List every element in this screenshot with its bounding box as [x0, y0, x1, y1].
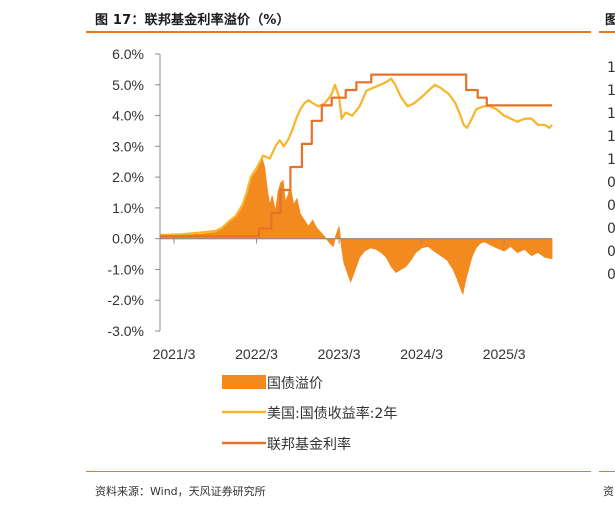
- next-tick: 1: [607, 60, 615, 76]
- legend-label: 美国:国债收益率:2年: [267, 405, 397, 422]
- next-title-rule: [599, 31, 615, 33]
- series-line-us-2y-yield: [159, 77, 553, 237]
- y-tick-label: -2.0%: [107, 292, 144, 308]
- y-tick-label: -1.0%: [107, 261, 144, 277]
- y-tick-label: -3.0%: [107, 323, 144, 339]
- next-tick: 1: [607, 106, 615, 122]
- figure-title: 图 17：联邦基金利率溢价（%）: [95, 13, 290, 28]
- axes: [159, 54, 552, 331]
- next-source-rule: [599, 471, 615, 472]
- next-tick: 1: [607, 83, 615, 99]
- source-rule: [86, 471, 591, 472]
- series-line-fed-funds-rate: [160, 73, 552, 238]
- next-tick: 1: [607, 152, 615, 168]
- x-tick-label: 2022/3: [235, 346, 278, 362]
- next-figure-title-fragment: 图: [605, 13, 615, 28]
- next-panel-ticks: 1 1 1 1 1 0 0 0 0 0: [607, 57, 615, 287]
- next-tick: 0: [607, 221, 615, 237]
- y-tick-label: 4.0%: [112, 108, 144, 124]
- x-tick-label: 2023/3: [318, 346, 361, 362]
- series-area-treasury-premium: [159, 157, 553, 296]
- y-tick-label: 2.0%: [112, 169, 144, 185]
- y-axis-ticks: 6.0% 5.0% 4.0% 3.0% 2.0% 1.0% 0.0% -1.0% -2.0% -3…: [107, 46, 160, 339]
- next-tick: 0: [607, 198, 615, 214]
- x-tick-label: 2025/3: [483, 346, 526, 362]
- next-tick: 0: [607, 175, 615, 191]
- y-tick-label: 6.0%: [112, 46, 144, 62]
- legend-label: 国债溢价: [267, 376, 323, 392]
- next-source-fragment: 资: [603, 485, 614, 498]
- legend-label: 联邦基金利率: [267, 436, 351, 453]
- x-axis-ticks: 2021/3 2022/3 2023/3 2024/3 2025/3: [153, 238, 526, 362]
- y-tick-label: 1.0%: [112, 200, 144, 216]
- next-tick: 0: [607, 244, 615, 260]
- next-tick: 1: [607, 129, 615, 145]
- x-tick-label: 2021/3: [153, 346, 196, 362]
- series-layer: [159, 73, 553, 296]
- y-tick-label: 0.0%: [112, 231, 144, 247]
- legend-swatch-area: [222, 375, 266, 389]
- y-tick-label: 5.0%: [112, 77, 144, 93]
- source-note: 资料来源：Wind，天风证券研究所: [95, 485, 266, 498]
- x-tick-label: 2024/3: [400, 346, 443, 362]
- y-tick-label: 3.0%: [112, 138, 144, 154]
- title-rule: [86, 31, 591, 33]
- next-tick: 0: [607, 267, 615, 283]
